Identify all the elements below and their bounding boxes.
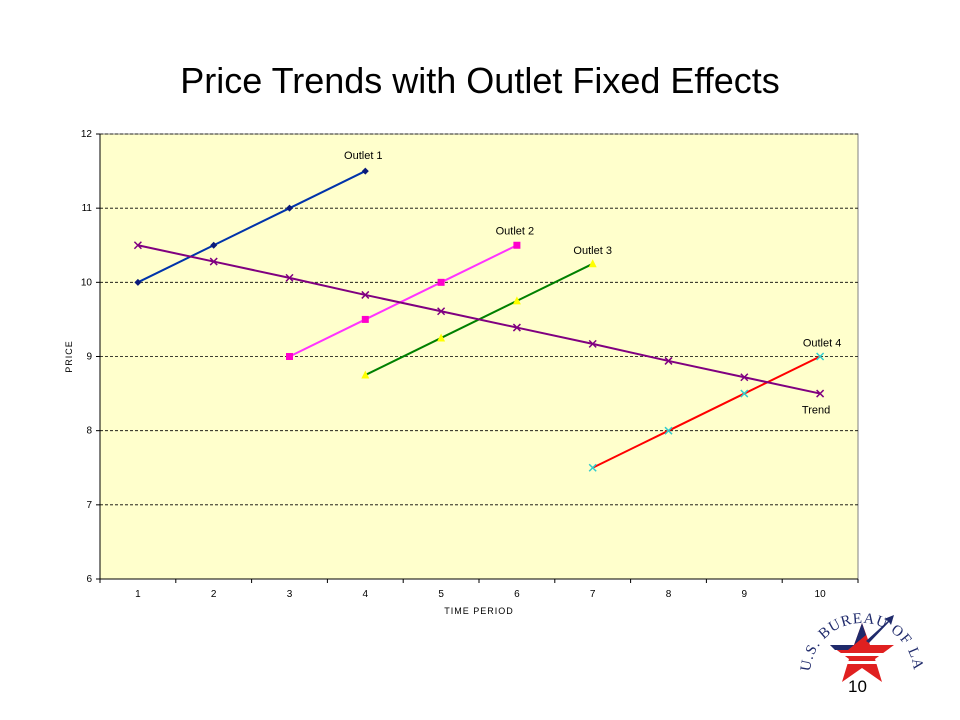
series-label-outlet-2: Outlet 2 — [496, 225, 535, 237]
series-label-outlet-3: Outlet 3 — [573, 245, 612, 257]
x-tick-label-8: 8 — [666, 589, 672, 600]
x-tick-label-10: 10 — [815, 589, 827, 600]
data-point-outlet-3-6 — [512, 296, 521, 305]
data-point-outlet-3-7 — [588, 259, 597, 268]
gridlines — [100, 133, 858, 506]
slide-number: 10 — [848, 677, 867, 696]
x-tick-label-7: 7 — [590, 589, 596, 600]
data-point-trend-7 — [588, 339, 597, 348]
y-tick-label-7: 7 — [86, 500, 92, 511]
data-point-trend-9 — [740, 373, 749, 382]
bls-logo: U.S. BUREAU OF LABOR STATISTICS — [790, 575, 925, 682]
data-point-outlet-2-6 — [513, 241, 521, 249]
x-tick-label-1: 1 — [135, 589, 141, 600]
x-tick-label-6: 6 — [514, 589, 520, 600]
data-point-trend-2 — [209, 257, 218, 266]
x-tick-label-2: 2 — [211, 589, 217, 600]
x-tick-label-4: 4 — [363, 589, 369, 600]
data-point-outlet-3-5 — [437, 333, 446, 342]
series-label-trend: Trend — [802, 405, 830, 417]
plot-area — [99, 133, 859, 580]
y-tick-label-11: 11 — [82, 203, 93, 214]
series-trend — [133, 241, 825, 398]
data-point-outlet-4-7 — [588, 463, 597, 472]
data-point-outlet-4-9 — [740, 389, 749, 398]
data-point-trend-8 — [664, 356, 673, 365]
series-line-outlet-1 — [137, 170, 366, 284]
data-point-outlet-1-1 — [134, 278, 142, 286]
x-axis-title: TIME PERIOD — [444, 606, 514, 616]
data-point-outlet-4-10 — [816, 352, 825, 361]
x-tick-label-3: 3 — [287, 589, 293, 600]
data-point-trend-10 — [816, 389, 825, 398]
series-layer — [133, 167, 825, 472]
data-point-outlet-4-8 — [664, 426, 673, 435]
series-line-outlet-4 — [592, 355, 821, 469]
y-tick-label-10: 10 — [81, 277, 93, 288]
data-point-trend-1 — [133, 241, 142, 250]
y-tick-label-12: 12 — [81, 129, 93, 140]
logo-star-icon — [830, 615, 894, 682]
series-line-trend — [137, 244, 821, 395]
data-point-outlet-2-4 — [361, 315, 369, 323]
y-tick-label-8: 8 — [86, 426, 92, 437]
series-outlet-1 — [134, 167, 369, 286]
data-point-outlet-2-3 — [286, 353, 293, 360]
data-point-trend-4 — [361, 290, 370, 299]
series-labels: Outlet 1 Outlet 2 Outlet 3 Outlet 4 Trend — [344, 150, 841, 417]
data-point-outlet-1-2 — [210, 241, 218, 249]
data-point-trend-5 — [437, 307, 446, 316]
y-axis-title: PRICE — [64, 340, 74, 373]
data-point-trend-6 — [512, 323, 521, 332]
series-line-outlet-2 — [289, 244, 518, 358]
data-point-trend-3 — [285, 273, 294, 282]
series-label-outlet-1: Outlet 1 — [344, 150, 383, 162]
data-point-outlet-3-4 — [361, 370, 370, 379]
data-point-outlet-2-5 — [437, 278, 445, 286]
x-tick-label-5: 5 — [438, 589, 444, 600]
series-outlet-4 — [588, 352, 825, 472]
y-tick-label-9: 9 — [86, 352, 92, 363]
data-point-outlet-1-4 — [361, 167, 369, 175]
y-tick-label-6: 6 — [86, 574, 92, 585]
x-tick-label-9: 9 — [742, 589, 748, 600]
series-label-outlet-4: Outlet 4 — [803, 338, 842, 350]
series-outlet-2 — [286, 241, 521, 360]
slide-title: Price Trends with Outlet Fixed Effects — [180, 60, 780, 101]
data-point-outlet-1-3 — [286, 204, 293, 212]
